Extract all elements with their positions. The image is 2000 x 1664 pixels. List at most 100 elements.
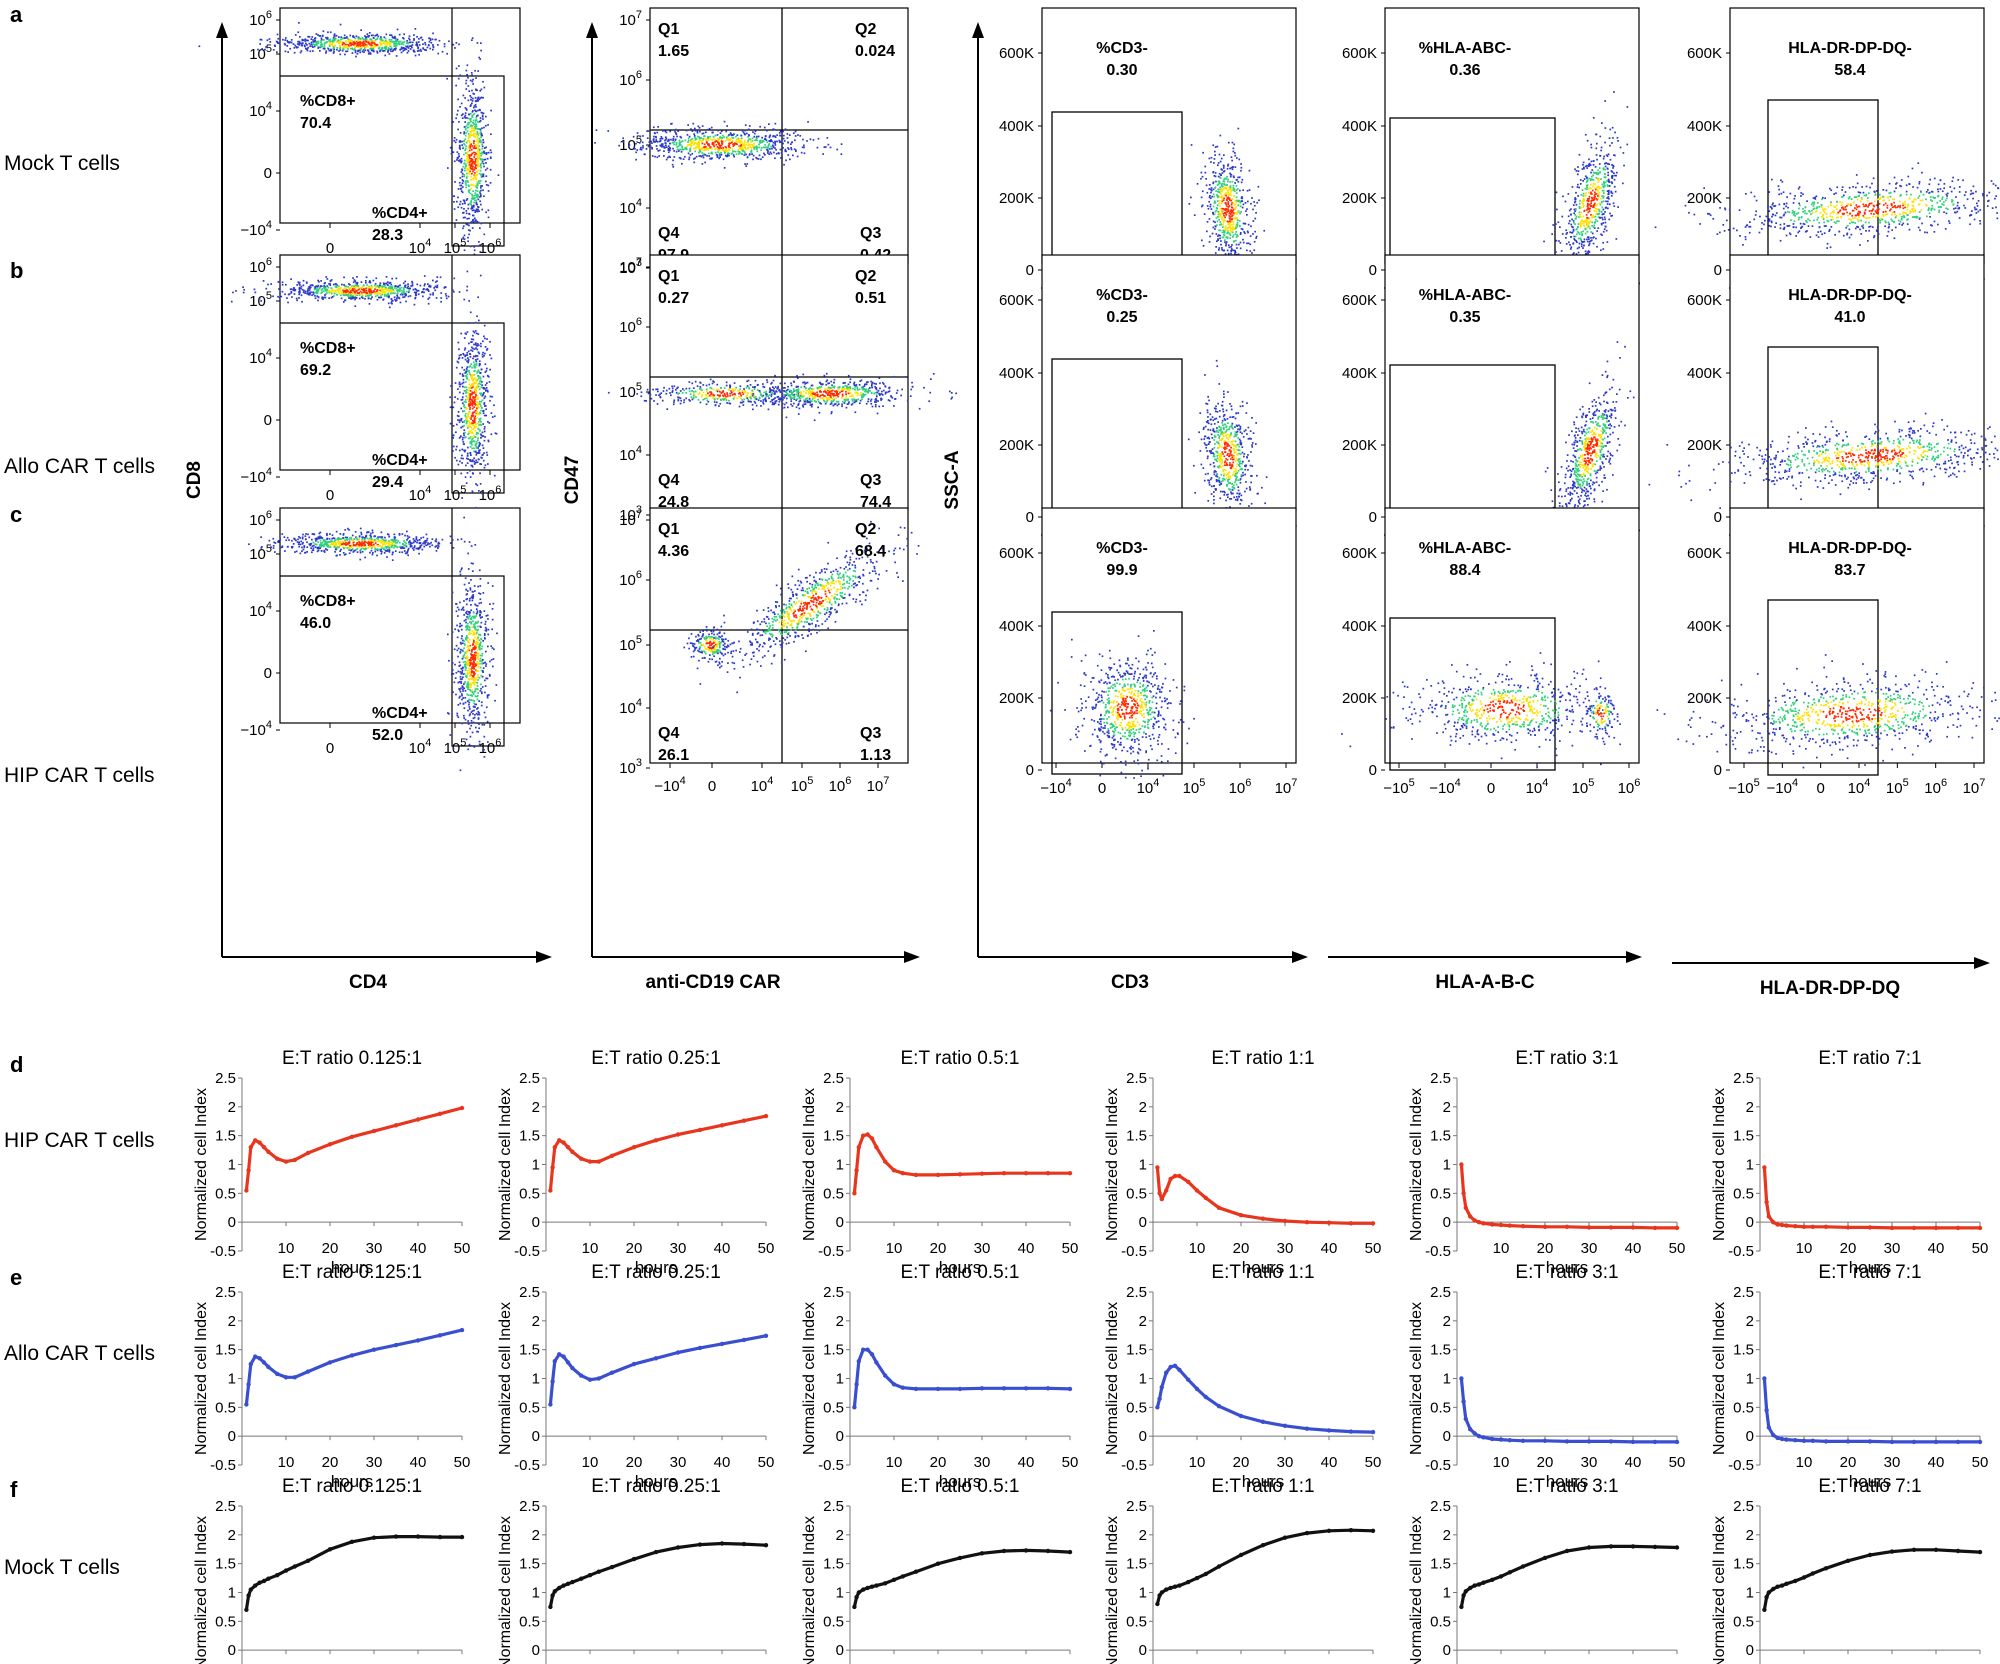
event-dot (1615, 238, 1618, 240)
event-dot (300, 50, 303, 52)
plot-frame (1729, 7, 1985, 264)
event-dot (1210, 161, 1212, 163)
event-dot (371, 47, 373, 50)
event-dot (738, 146, 741, 149)
event-dot (359, 49, 361, 52)
event-dot (298, 44, 300, 46)
event-dot (1200, 196, 1203, 199)
event-dot (1582, 224, 1585, 227)
event-dot (1574, 168, 1576, 171)
event-dot (480, 158, 483, 160)
event-dot (1593, 236, 1595, 238)
event-dot (1932, 196, 1934, 199)
event-dot (482, 118, 484, 120)
event-dot (1587, 165, 1590, 167)
event-dot (1585, 253, 1588, 255)
event-dot (731, 141, 733, 144)
event-dot (478, 98, 481, 101)
event-dot (355, 55, 357, 58)
event-dot (372, 279, 375, 282)
event-dot (470, 201, 473, 204)
event-dot (457, 153, 460, 155)
event-dot (1903, 202, 1905, 205)
event-dot (1232, 202, 1235, 204)
event-dot (386, 45, 388, 48)
event-dot (639, 135, 642, 138)
event-dot (1220, 193, 1223, 196)
event-dot (471, 145, 473, 147)
event-dot (679, 142, 681, 145)
event-dot (453, 290, 455, 293)
event-dot (356, 294, 358, 296)
event-dot (1868, 203, 1871, 205)
event-dot (1586, 167, 1588, 169)
event-dot (400, 43, 403, 45)
event-dot (1223, 218, 1225, 221)
event-dot (722, 148, 725, 151)
event-dot (695, 138, 698, 140)
event-dot (1840, 204, 1843, 206)
event-dot (398, 296, 400, 299)
event-dot (779, 132, 781, 134)
event-dot (404, 284, 407, 287)
event-dot (427, 302, 430, 305)
event-dot (1853, 201, 1855, 204)
event-dot (740, 144, 742, 147)
event-dot (415, 44, 418, 46)
event-dot (1588, 158, 1590, 161)
event-dot (453, 137, 456, 139)
event-dot (1687, 194, 1690, 197)
event-dot (1227, 194, 1230, 196)
event-dot (1225, 244, 1227, 247)
event-dot (381, 43, 384, 45)
event-dot (1602, 189, 1605, 192)
event-dot (731, 139, 734, 142)
event-dot (770, 139, 772, 141)
event-dot (673, 143, 675, 146)
event-dot (472, 209, 475, 211)
event-dot (1614, 190, 1617, 193)
event-dot (321, 288, 324, 290)
event-dot (476, 42, 479, 44)
event-dot (330, 290, 333, 293)
event-dot (1799, 204, 1801, 207)
event-dot (650, 140, 652, 143)
event-dot (347, 294, 349, 296)
event-dot (1226, 210, 1229, 213)
event-dot (1612, 174, 1614, 177)
event-dot (1804, 230, 1807, 233)
gate-label: %CD3- (1096, 40, 1148, 57)
event-dot (795, 150, 797, 153)
event-dot (1964, 207, 1967, 209)
event-dot (1223, 194, 1226, 197)
event-dot (1602, 157, 1605, 160)
event-dot (325, 36, 327, 39)
event-dot (1600, 249, 1602, 252)
event-dot (387, 51, 389, 53)
event-dot (1831, 211, 1834, 213)
event-dot (476, 165, 479, 168)
event-dot (1216, 220, 1219, 223)
event-dot (767, 145, 769, 148)
event-dot (1943, 201, 1945, 203)
event-dot (1833, 221, 1836, 224)
event-dot (1738, 209, 1741, 211)
event-dot (478, 196, 481, 198)
event-dot (459, 148, 461, 150)
event-dot (1982, 194, 1984, 197)
event-dot (1190, 144, 1193, 146)
event-dot (1214, 225, 1217, 227)
event-dot (800, 151, 803, 154)
event-dot (435, 38, 437, 41)
event-dot (718, 144, 721, 147)
event-dot (397, 285, 400, 287)
event-dot (1817, 231, 1820, 233)
event-dot (1221, 196, 1223, 198)
event-dot (476, 98, 479, 101)
event-dot (477, 141, 480, 144)
event-dot (725, 146, 728, 149)
event-dot (784, 150, 787, 152)
event-dot (338, 50, 340, 52)
event-dot (745, 143, 748, 146)
event-dot (1914, 210, 1916, 213)
